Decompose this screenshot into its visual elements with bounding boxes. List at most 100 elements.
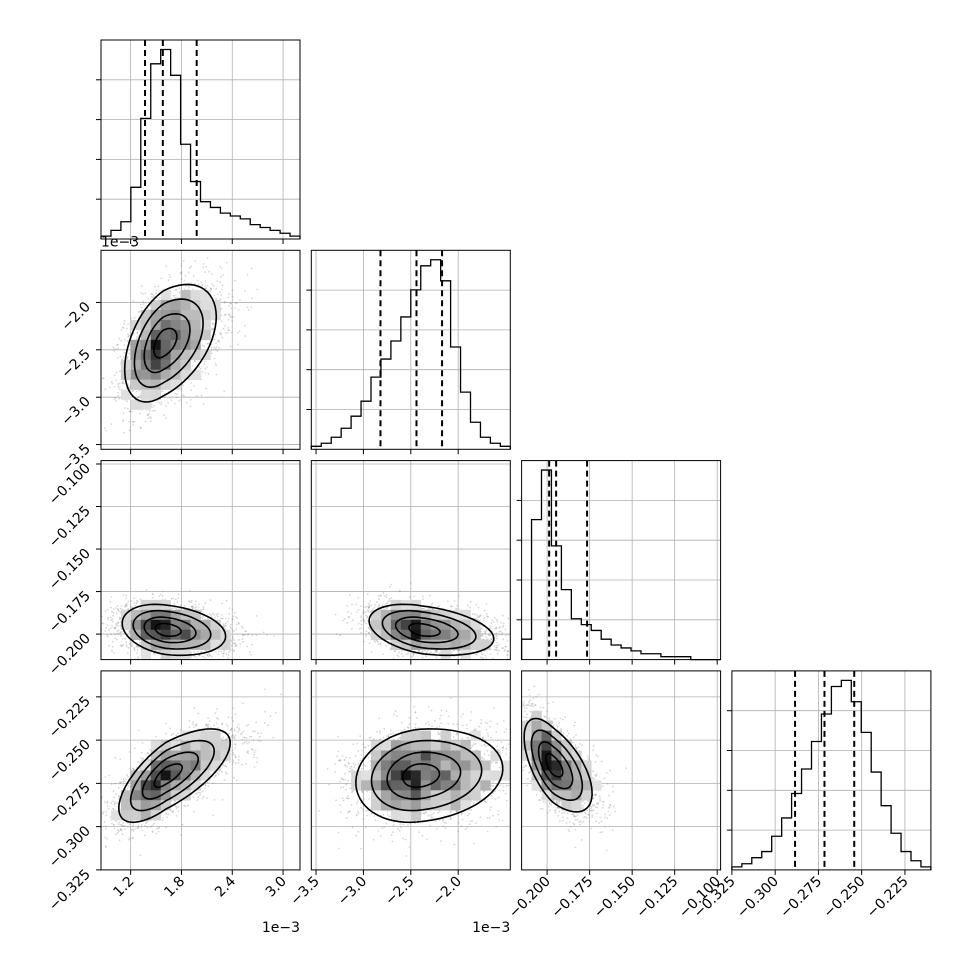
sample-point [205,265,208,268]
sample-point [109,627,112,629]
sample-point [232,642,235,645]
sample-point [194,603,197,606]
sample-point [179,608,181,611]
sample-point [154,285,157,288]
density-cell [190,319,201,331]
sample-point [163,414,165,417]
sample-point [126,355,129,358]
sample-point [160,401,163,404]
sample-point [151,293,154,295]
sample-point [224,625,227,627]
sample-point [214,333,217,336]
sample-point [234,643,237,645]
sample-point [126,340,129,342]
sample-point [239,299,241,301]
sample-point [204,280,207,283]
sample-point [173,294,176,297]
sample-point [110,633,112,636]
sample-point [147,413,149,416]
sample-point [180,388,183,390]
sample-point [111,618,114,620]
sample-point [221,336,224,339]
sample-point [221,284,224,286]
sample-point [162,590,165,593]
sample-point [184,275,187,277]
sample-point [225,617,227,620]
sample-point [114,348,117,351]
sample-point [179,662,181,664]
sample-point [160,663,162,665]
sample-point [227,326,229,329]
density-cell [200,290,211,301]
density-cell [180,319,191,331]
sample-point [227,654,230,656]
sample-point [223,390,226,393]
density-cell [190,310,201,321]
sample-point [126,327,128,330]
sample-point [200,281,203,284]
density-cell [200,319,211,331]
sample-point [246,273,249,276]
sample-point [104,630,107,632]
sample-point [165,265,168,268]
sample-point [203,345,206,348]
sample-point [191,608,194,610]
sample-point [140,427,142,429]
sample-point [229,345,232,348]
sample-point [247,308,250,311]
sample-point [209,654,212,657]
sample-point [212,328,214,330]
sample-point [161,595,164,597]
sample-point [132,333,135,335]
sample-point [232,615,235,618]
sample-point [211,283,214,286]
sample-point [128,643,131,645]
sample-point [152,294,155,297]
sample-point [122,327,125,329]
sample-point [119,611,122,613]
sample-point [203,363,206,365]
sample-point [185,401,188,404]
sample-point [223,300,226,303]
sample-point [122,594,125,596]
sample-point [182,395,185,397]
density-cell [140,329,152,341]
sample-point [212,328,215,331]
sample-point [224,313,227,316]
pair-panel-p0-p2 [96,460,301,665]
sample-point [234,645,237,647]
sample-point [114,396,117,399]
sample-point [175,289,178,291]
histogram-p1 [310,259,511,450]
sample-point [128,352,131,355]
sample-point [132,423,135,426]
hist-panel-p3 [726,670,932,875]
sample-point [152,593,155,596]
sample-point [222,623,225,626]
sample-point [106,624,109,626]
sample-point [236,617,239,620]
sample-point [235,616,237,618]
density-cell [180,349,191,361]
sample-point [202,615,204,618]
sample-point [179,604,182,606]
sample-point [222,655,225,657]
density-cell [170,349,181,361]
density-cell [130,379,142,390]
sample-point [117,609,120,612]
sample-point [225,599,228,602]
sample-point [220,314,223,317]
sample-point [120,329,123,331]
sample-point [140,306,143,309]
sample-point [117,347,119,350]
sample-point [234,307,237,309]
sample-point [122,380,124,383]
histogram-p3 [731,679,932,870]
sample-point [204,372,207,375]
sample-point [223,624,226,627]
sample-point [242,634,244,636]
sample-point [136,652,139,654]
sample-point [117,391,119,394]
sample-point [215,342,217,345]
sample-point [235,645,238,647]
